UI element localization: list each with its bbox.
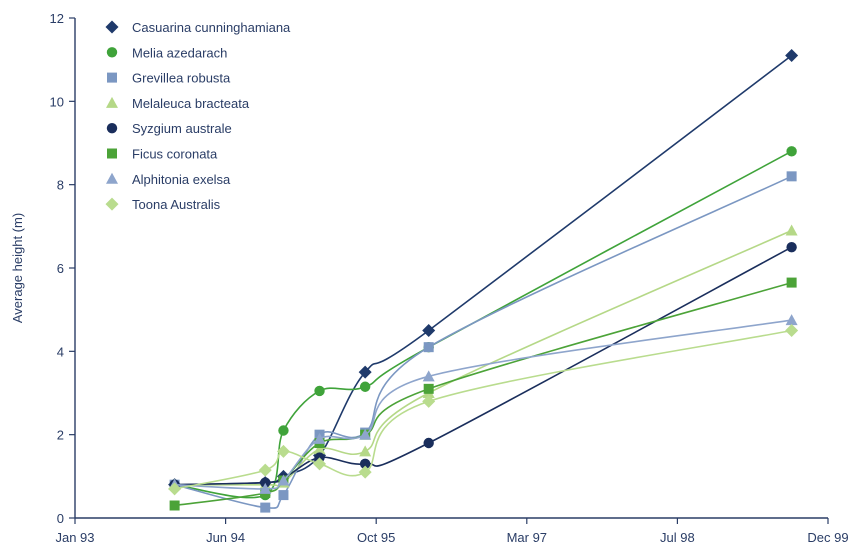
legend-marker — [106, 172, 118, 184]
legend-marker — [107, 72, 117, 83]
legend-label: Casuarina cunninghamiana — [132, 20, 291, 35]
data-point — [786, 277, 797, 288]
series-1 — [169, 146, 797, 501]
legend-item: Toona Australis — [105, 197, 221, 212]
data-point — [258, 463, 272, 477]
data-point — [786, 171, 797, 182]
legend-marker — [105, 197, 119, 211]
axes — [74, 18, 828, 519]
data-point — [423, 383, 434, 394]
y-tick-label: 12 — [50, 11, 64, 26]
x-tick-label: Mar 97 — [507, 530, 547, 545]
data-point — [313, 432, 326, 444]
legend-item: Melia azedarach — [106, 45, 227, 60]
x-tick-label: Jul 98 — [660, 530, 695, 545]
data-point — [278, 425, 289, 436]
legend-item: Casuarina cunninghamiana — [105, 20, 291, 35]
x-tick-label: Oct 95 — [357, 530, 395, 545]
data-point — [313, 457, 327, 471]
x-tick-label: Dec 99 — [807, 530, 848, 545]
data-point — [359, 445, 372, 457]
series-line — [174, 319, 792, 490]
series-3 — [168, 224, 798, 490]
legend: Casuarina cunninghamiana Melia azedarach G… — [105, 20, 291, 212]
data-point — [423, 437, 434, 449]
data-point — [785, 224, 798, 236]
y-tick-label: 6 — [57, 261, 64, 276]
series-line — [174, 150, 792, 499]
data-point — [786, 146, 797, 157]
legend-label: Melaleuca bracteata — [132, 96, 250, 111]
legend-item: Ficus coronata — [107, 147, 218, 162]
data-point — [785, 314, 798, 326]
series-line — [174, 175, 792, 509]
data-point — [259, 482, 272, 494]
data-point — [785, 324, 799, 337]
legend-marker — [106, 47, 118, 58]
y-tick-label: 4 — [57, 344, 64, 359]
x-tick-label: Jan 93 — [55, 530, 94, 545]
series-4 — [169, 241, 797, 490]
legend-item: Syzgium australe — [106, 121, 232, 136]
series-line — [174, 229, 792, 487]
legend-item: Grevillea robusta — [107, 71, 231, 86]
data-point — [422, 394, 436, 408]
y-axis-title: Average height (m) — [10, 213, 25, 323]
y-tick-label: 8 — [57, 178, 64, 193]
data-point — [359, 458, 371, 470]
legend-label: Toona Australis — [132, 197, 221, 212]
legend-marker — [106, 96, 118, 108]
y-tick-label: 2 — [57, 428, 64, 443]
data-point — [359, 381, 371, 392]
legend-item: Alphitonia exelsa — [106, 172, 231, 187]
series-line — [174, 54, 793, 486]
legend-label: Alphitonia exelsa — [132, 172, 231, 187]
data-point — [260, 502, 271, 513]
series-line — [174, 329, 792, 490]
data-point — [260, 477, 271, 488]
legend-marker — [106, 123, 118, 134]
data-point — [314, 385, 325, 397]
series-5 — [169, 277, 797, 511]
series-line — [174, 246, 792, 486]
data-point — [169, 500, 180, 511]
legend-marker — [105, 20, 119, 34]
data-point — [358, 365, 372, 379]
legend-label: Ficus coronata — [132, 147, 218, 162]
y-tick-label: 0 — [57, 511, 64, 526]
data-point — [785, 49, 799, 62]
data-point — [277, 474, 290, 486]
data-point — [786, 241, 797, 253]
series-7 — [168, 324, 799, 496]
data-point — [423, 342, 434, 353]
x-tick-label: Jun 94 — [206, 530, 245, 545]
data-point — [359, 428, 372, 440]
series-0 — [168, 49, 799, 492]
data-point — [422, 370, 435, 382]
data-point — [358, 465, 372, 479]
data-point — [278, 490, 289, 501]
y-ticks: 0 2 4 6 8 10 12 — [50, 11, 75, 526]
y-tick-label: 10 — [50, 94, 64, 109]
series-group — [168, 49, 799, 513]
legend-label: Melia azedarach — [132, 45, 227, 60]
series-2 — [169, 171, 797, 513]
data-point — [276, 444, 290, 458]
legend-label: Syzgium australe — [132, 121, 232, 136]
data-point — [313, 443, 326, 455]
x-ticks: Jan 93 Jun 94 Oct 95 Mar 97 Jul 98 Dec 99 — [55, 518, 849, 545]
legend-marker — [107, 148, 117, 159]
legend-item: Melaleuca bracteata — [106, 96, 250, 111]
data-point — [422, 324, 436, 337]
data-point — [168, 482, 182, 496]
legend-label: Grevillea robusta — [132, 71, 231, 86]
